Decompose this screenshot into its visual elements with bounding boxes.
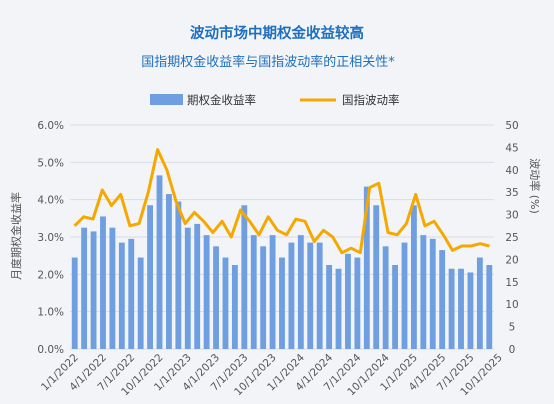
bar <box>335 268 342 349</box>
line-series <box>73 148 490 255</box>
right-tick-label: 10 <box>505 299 518 311</box>
volatility-line <box>73 148 490 255</box>
bar <box>118 242 125 349</box>
left-axis-label: 月度期权金收益率 <box>9 192 23 280</box>
left-tick-label: 6.0% <box>37 120 64 132</box>
left-tick-label: 4.0% <box>37 195 64 207</box>
right-tick-label: 0 <box>509 344 516 356</box>
bar <box>373 205 380 349</box>
right-tick-label: 15 <box>505 277 518 289</box>
bar <box>81 227 88 349</box>
bar <box>326 265 333 349</box>
left-tick-label: 3.0% <box>37 232 64 244</box>
bar <box>354 257 361 349</box>
bar <box>307 242 314 349</box>
right-tick-label: 50 <box>505 120 518 132</box>
bar <box>279 257 285 349</box>
bar-series <box>71 175 493 349</box>
bar <box>269 235 276 349</box>
bar <box>420 235 427 349</box>
bar <box>448 268 455 349</box>
left-tick-label: 0.0% <box>37 344 64 356</box>
bar <box>71 257 78 349</box>
right-tick-label: 20 <box>505 254 518 266</box>
bar <box>429 238 436 349</box>
bar <box>175 201 182 349</box>
bar <box>250 235 257 349</box>
bar <box>109 227 116 349</box>
bar <box>345 253 351 349</box>
bar <box>363 186 370 349</box>
x-axis-ticks: 1/1/20224/1/20227/1/202210/1/20221/1/202… <box>39 351 505 398</box>
bar <box>476 257 483 349</box>
right-tick-label: 40 <box>505 165 518 177</box>
bar <box>194 223 201 349</box>
right-tick-label: 25 <box>505 232 518 244</box>
bar <box>392 265 398 349</box>
legend-bar-label: 期权金收益率 <box>187 93 256 107</box>
bar <box>241 205 248 349</box>
bar <box>316 242 323 349</box>
legend-bar-swatch <box>150 94 183 105</box>
bar <box>260 246 267 349</box>
left-tick-label: 2.0% <box>37 269 64 281</box>
right-tick-label: 5 <box>509 322 516 334</box>
bar <box>166 194 172 349</box>
legend: 期权金收益率 国指波动率 <box>150 93 400 107</box>
bar <box>486 265 493 349</box>
left-tick-label: 1.0% <box>37 307 64 319</box>
bar <box>458 268 464 349</box>
bar <box>288 242 295 349</box>
bar <box>128 238 135 349</box>
bar <box>213 246 219 349</box>
chart-subtitle: 国指期权金收益率与国指波动率的正相关性* <box>141 54 395 70</box>
right-tick-label: 45 <box>505 142 518 154</box>
legend-line-label: 国指波动率 <box>342 93 400 107</box>
bar <box>100 216 106 349</box>
bar <box>439 250 446 349</box>
right-axis-label: 波动率 (%) <box>528 158 542 214</box>
bar <box>410 205 417 349</box>
right-tick-label: 35 <box>505 187 518 199</box>
bar <box>231 265 238 349</box>
bar <box>147 205 154 349</box>
bar <box>297 235 304 349</box>
left-axis-ticks: 0.0% 1.0% 2.0% 3.0% 4.0% 5.0% 6.0% <box>37 120 64 356</box>
bar <box>222 257 229 349</box>
bar <box>467 272 474 349</box>
bar <box>203 235 210 349</box>
bar <box>382 246 389 349</box>
right-axis-ticks: 0 5 10 15 20 25 30 35 40 45 50 <box>505 120 518 356</box>
bar <box>90 231 97 349</box>
chart-title: 波动市场中期权金收益较高 <box>190 24 364 42</box>
bar <box>137 257 144 349</box>
bar <box>184 227 191 349</box>
bar <box>401 242 408 349</box>
left-tick-label: 5.0% <box>37 157 64 169</box>
bar <box>156 175 163 349</box>
right-tick-label: 30 <box>505 210 518 222</box>
